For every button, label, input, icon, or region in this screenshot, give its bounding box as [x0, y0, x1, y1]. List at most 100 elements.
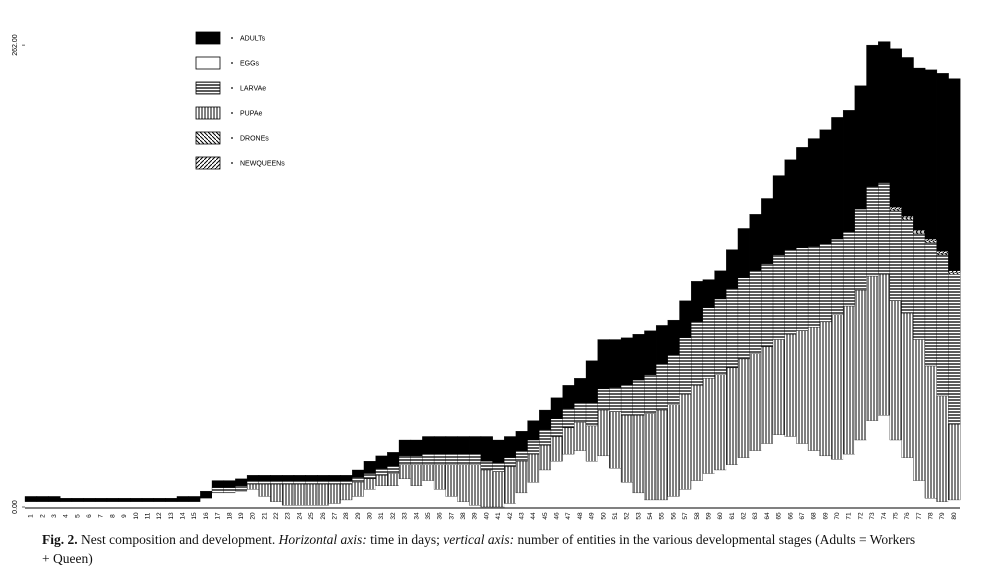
bar-segment: [527, 453, 540, 483]
bar-segment: [585, 425, 599, 462]
bar-segment: [889, 300, 903, 441]
bar-segment: [375, 455, 388, 469]
bar-segment: [270, 480, 283, 485]
bar-segment: [854, 440, 867, 507]
caption-part: time in days;: [370, 532, 440, 547]
y-tick-label: 0.00: [12, 500, 19, 514]
bar-segment: [866, 44, 879, 187]
bar-segment: [807, 138, 821, 247]
x-tick-label: 55: [659, 512, 666, 520]
bar-segment: [422, 480, 435, 507]
bar-segment: [352, 482, 365, 497]
x-tick-label: 63: [752, 512, 759, 520]
bar-segment: [854, 290, 867, 441]
x-tick-label: 30: [367, 512, 374, 520]
bar-segment: [468, 464, 482, 506]
bar-segment: [36, 501, 49, 507]
legend-swatch: [195, 81, 221, 95]
bar-segment: [621, 482, 634, 507]
bar-segment: [866, 275, 879, 421]
x-tick-label: 46: [554, 512, 561, 520]
bar-segment: [796, 443, 809, 507]
bar-segment: [246, 475, 260, 481]
bar-segment: [317, 505, 330, 507]
x-tick-label: 40: [483, 512, 490, 520]
bar-segment: [831, 238, 844, 315]
bar-segment: [632, 379, 645, 416]
bar-segment: [702, 307, 716, 379]
x-tick-label: 62: [741, 512, 748, 520]
x-tick-label: 73: [869, 512, 876, 520]
bar-segment: [936, 251, 949, 254]
bar-segment: [293, 505, 306, 507]
x-tick-label: 1: [28, 514, 35, 518]
x-tick-label: 78: [928, 512, 935, 520]
bar-segment: [433, 464, 447, 490]
bar-segment: [726, 288, 739, 368]
bar-segment: [539, 445, 552, 471]
bar-segment: [422, 464, 435, 481]
bar-segment: [796, 147, 809, 248]
bar-segment: [878, 41, 891, 183]
x-tick-label: 39: [472, 512, 479, 520]
bar-segment: [363, 478, 377, 490]
x-tick-label: 7: [98, 514, 105, 518]
bar-segment: [644, 330, 657, 375]
bar-segment: [609, 339, 622, 388]
x-tick-label: 61: [729, 512, 736, 520]
bar-segment: [574, 378, 587, 404]
bar-segment: [246, 480, 260, 485]
x-tick-label: 32: [390, 512, 397, 520]
bar-segment: [515, 431, 529, 451]
bar-segment: [433, 453, 447, 465]
bar-segment: [328, 483, 342, 504]
bar-segment: [83, 498, 96, 502]
bar-segment: [317, 475, 330, 481]
bar-segment: [258, 475, 271, 481]
x-tick-label: 70: [834, 512, 841, 520]
bar-segment: [609, 468, 622, 507]
y-tick-label: 262.00: [12, 34, 19, 56]
bar-segment: [480, 469, 493, 508]
bar-segment: [36, 496, 49, 502]
bar-segment: [948, 272, 961, 275]
bar-segment: [48, 501, 61, 507]
bar-segment: [270, 501, 283, 507]
bar-segment: [948, 499, 961, 507]
bar-segment: [597, 409, 610, 457]
bar-segment: [913, 231, 926, 234]
bar-segment: [655, 364, 669, 411]
x-tick-label: 58: [694, 512, 701, 520]
bar-segment: [901, 217, 914, 220]
bar-segment: [375, 485, 388, 507]
bar-segment: [936, 252, 949, 256]
bar-segment: [59, 498, 73, 502]
x-tick-label: 43: [518, 512, 525, 520]
bar-segment: [106, 501, 119, 507]
legend-dot: [231, 37, 233, 39]
bar-segment: [878, 274, 891, 416]
x-tick-label: 25: [308, 512, 315, 520]
x-tick-label: 11: [144, 512, 151, 519]
bar-segment: [527, 420, 540, 441]
bar-segment: [363, 461, 377, 474]
bar-segment: [679, 300, 692, 338]
bar-segment: [305, 480, 318, 485]
bar-segment: [796, 247, 809, 331]
bar-segment: [387, 485, 400, 507]
bar-segment: [60, 501, 73, 507]
x-tick-label: 35: [425, 512, 432, 520]
bar-segment: [831, 459, 844, 507]
bar-segment: [948, 78, 961, 271]
bar-segment: [141, 498, 155, 502]
bar-segment: [667, 355, 680, 405]
bar-segment: [527, 482, 540, 507]
bar-segment: [901, 57, 914, 217]
bar-segment: [749, 450, 762, 507]
bar-segment: [585, 360, 599, 404]
x-tick-label: 60: [717, 512, 724, 520]
bar-segment: [819, 321, 832, 457]
bar-segment: [212, 492, 224, 507]
bar-segment: [714, 298, 727, 375]
x-tick-label: 42: [507, 512, 514, 520]
